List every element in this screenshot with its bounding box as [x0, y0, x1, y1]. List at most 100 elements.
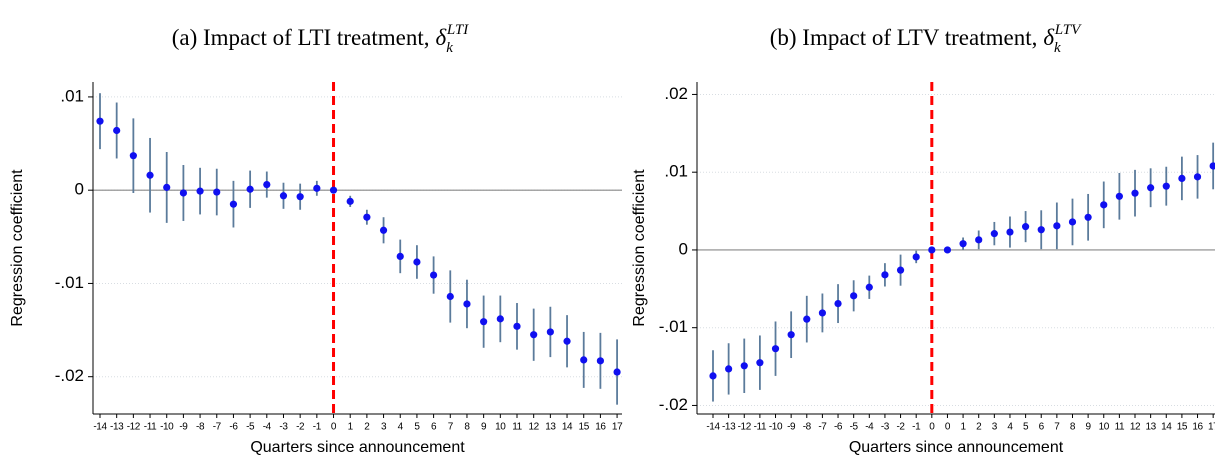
point [129, 152, 137, 160]
x-tick-label: 3 [381, 422, 387, 433]
x-axis-label: Quarters since announcement [250, 439, 465, 456]
title-text: (a) Impact of LTI treatment, [172, 25, 430, 50]
x-tick-label: 10 [1099, 422, 1110, 433]
point [580, 356, 588, 364]
title-sup: LTV [1054, 22, 1082, 38]
x-tick-label: -10 [769, 422, 783, 433]
title-symbol: δ [1043, 25, 1054, 50]
point [329, 186, 338, 194]
x-tick-label: 12 [1130, 422, 1141, 433]
point [413, 258, 421, 266]
point [725, 365, 733, 373]
point [279, 192, 288, 200]
x-tick-label: 2 [364, 422, 370, 433]
y-tick-label: .01 [664, 162, 688, 181]
point [1100, 201, 1108, 209]
point [865, 283, 873, 291]
title-symbol: δ [436, 25, 447, 50]
x-tick-label: 7 [1054, 422, 1060, 433]
x-tick-label: -6 [229, 422, 238, 433]
x-tick-label: 5 [1023, 422, 1029, 433]
point [834, 299, 842, 308]
x-tick-label: -4 [865, 422, 874, 433]
x-tick-label: -8 [196, 422, 205, 433]
point [756, 359, 764, 367]
point [975, 236, 983, 244]
chart-title: (a) Impact of LTI treatment, δk LTI [172, 22, 470, 56]
x-tick-label: -2 [897, 422, 906, 433]
point [296, 193, 304, 201]
x-tick-label: -9 [179, 422, 188, 433]
x-tick-label: -2 [296, 422, 305, 433]
point [1037, 226, 1045, 234]
point [1131, 189, 1139, 197]
point [803, 315, 811, 323]
point [959, 240, 967, 248]
point [1068, 218, 1077, 226]
x-tick-label: -7 [818, 422, 827, 433]
x-tick-label: 8 [464, 422, 470, 433]
x-tick-label: 4 [1007, 422, 1013, 433]
x-tick-label: 1 [960, 422, 966, 433]
point [1022, 223, 1030, 231]
title-sub: k [1054, 40, 1061, 56]
x-tick-label: -10 [160, 422, 174, 433]
x-tick-label: 17 [612, 422, 623, 433]
point [163, 183, 171, 191]
x-tick-label: 4 [398, 422, 404, 433]
x-tick-label: 2 [976, 422, 982, 433]
point [990, 230, 998, 238]
x-tick-label: -12 [127, 422, 141, 433]
x-tick-label: 5 [414, 422, 420, 433]
x-tick-label: -6 [834, 422, 843, 433]
point [446, 292, 454, 301]
point [379, 226, 388, 234]
y-tick-label: -.02 [659, 395, 688, 414]
point [396, 252, 404, 260]
point [113, 126, 121, 135]
y-tick-label: -.02 [55, 366, 84, 385]
point [709, 372, 717, 380]
y-tick-label: .01 [60, 86, 84, 105]
y-axis-label: Regression coefficient [631, 169, 648, 327]
x-tick-label: 6 [1039, 422, 1045, 433]
x-tick-label: -8 [803, 422, 812, 433]
x-tick-label: 6 [431, 422, 437, 433]
x-tick-label: 9 [481, 422, 487, 433]
x-tick-label: -3 [881, 422, 890, 433]
y-tick-label: 0 [75, 180, 84, 199]
title-sup: LTI [446, 22, 469, 38]
x-tick-label: 17 [1208, 422, 1215, 433]
x-tick-label: 0 [331, 422, 337, 433]
x-tick-label: 14 [1161, 422, 1172, 433]
point [881, 271, 889, 279]
point [896, 266, 905, 274]
x-tick-label: -13 [110, 422, 124, 433]
point [146, 171, 154, 179]
point [430, 271, 438, 279]
x-tick-label: 9 [1086, 422, 1092, 433]
x-tick-label: -7 [213, 422, 222, 433]
x-tick-label: -4 [263, 422, 272, 433]
x-tick-label: 16 [595, 422, 606, 433]
x-tick-label: 14 [562, 422, 573, 433]
x-tick-label: 11 [1115, 422, 1125, 433]
point [850, 292, 858, 300]
point [96, 117, 104, 125]
x-tick-label: -3 [279, 422, 288, 433]
x-tick-label: 13 [1145, 422, 1156, 433]
x-tick-label: 13 [545, 422, 556, 433]
point [196, 187, 204, 195]
x-tick-label: -5 [246, 422, 255, 433]
x-tick-label: 1 [348, 422, 354, 433]
chart-title: (b) Impact of LTV treatment, δk LTV [770, 22, 1082, 56]
point [818, 309, 827, 317]
x-tick-label: -1 [313, 422, 322, 433]
point [613, 368, 621, 376]
point [263, 180, 271, 189]
point [463, 300, 471, 308]
y-axis-label: Regression coefficient [9, 169, 26, 327]
point [480, 318, 488, 326]
x-tick-label: -5 [850, 422, 859, 433]
